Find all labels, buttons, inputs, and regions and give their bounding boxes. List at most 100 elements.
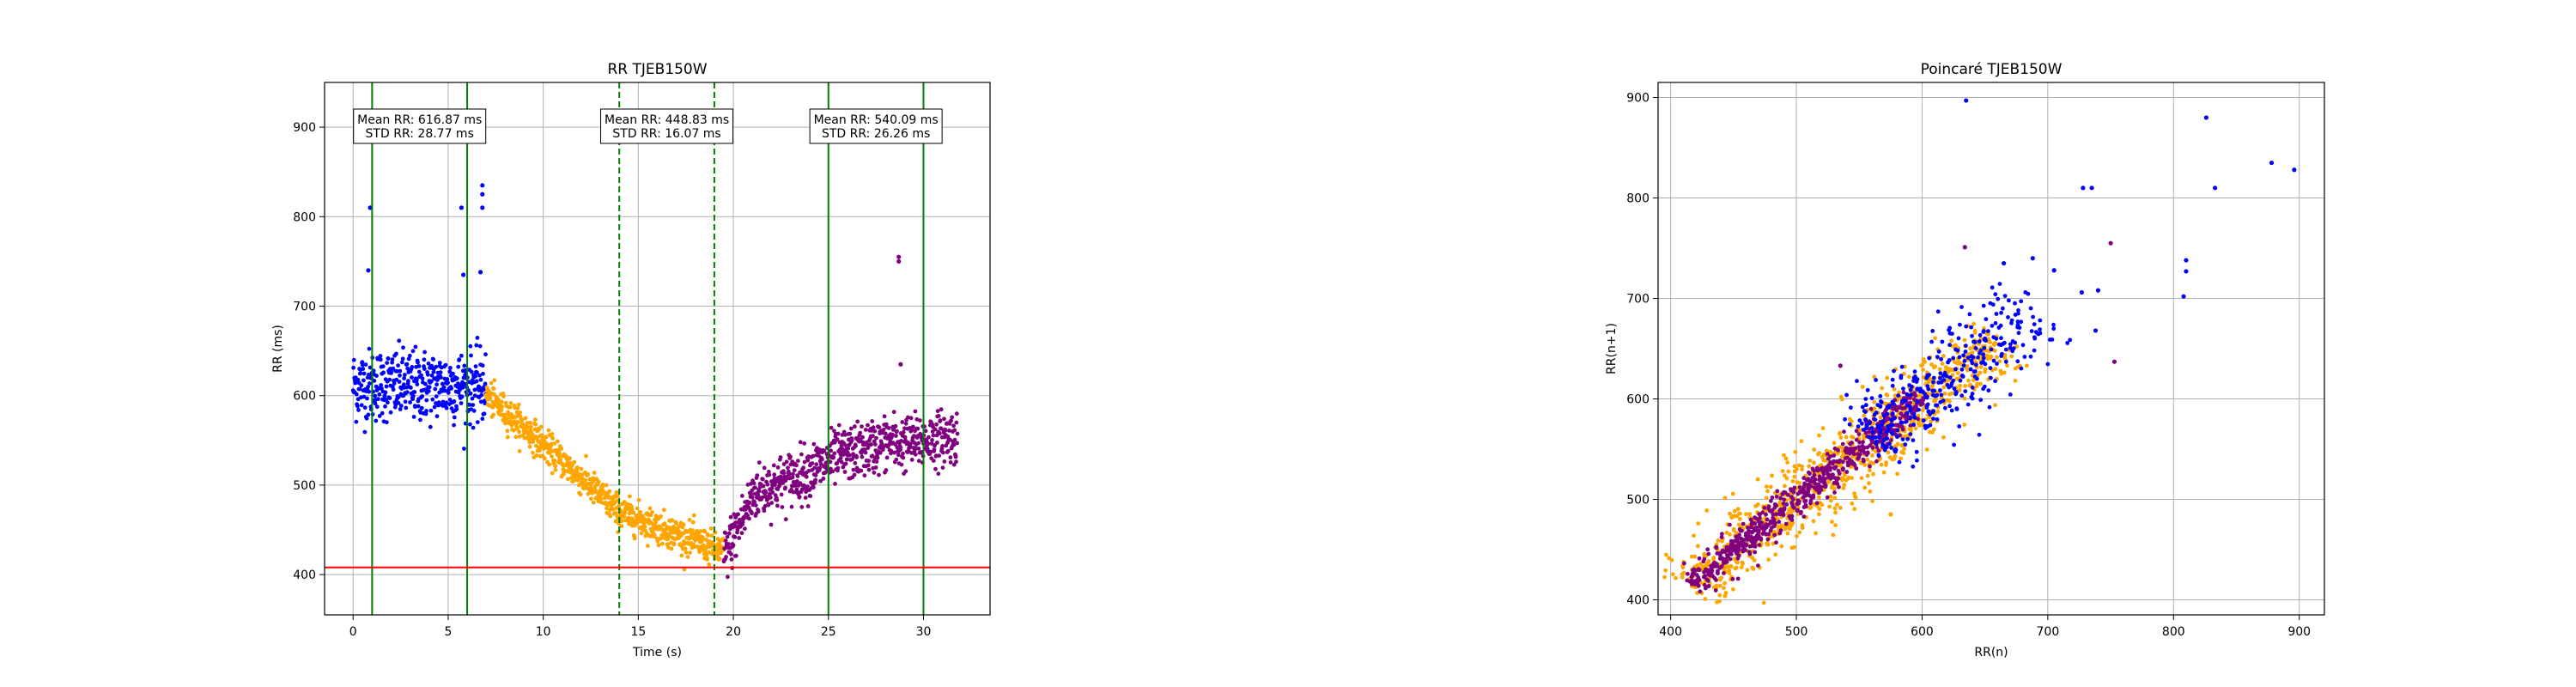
poincare-point: [1932, 388, 1937, 393]
poincare-chart-ticks: 400 500 600 700 800 900 400 500 600 700 800 900: [1626, 92, 2311, 639]
rr-point: [491, 412, 496, 417]
poincare-chart-x-tick-label: 600: [1911, 625, 1934, 639]
poincare-point: [1832, 481, 1837, 485]
poincare-point: [1953, 367, 1958, 372]
poincare-point: [1766, 557, 1771, 562]
rr-point: [849, 438, 854, 443]
poincare-point: [1698, 589, 1703, 594]
poincare-point: [1885, 404, 1890, 409]
poincare-point: [1715, 551, 1720, 556]
rr-point: [410, 349, 416, 354]
rr-point: [789, 504, 794, 509]
rr-point: [531, 450, 535, 455]
poincare-point: [1722, 581, 1728, 586]
rr-point: [931, 459, 936, 463]
poincare-point: [2014, 344, 2020, 349]
rr-point: [434, 364, 439, 369]
poincare-point: [1731, 587, 1735, 592]
poincare-point: [1795, 491, 1801, 496]
poincare-point: [2009, 318, 2014, 323]
rr-point: [729, 552, 733, 556]
poincare-point: [1991, 358, 1996, 363]
poincare-point: [1782, 497, 1787, 502]
rr-point: [942, 416, 946, 422]
rr-point: [811, 485, 816, 489]
poincare-point: [1787, 526, 1792, 531]
rr-point: [631, 510, 636, 515]
poincare-point: [1793, 449, 1798, 454]
rr-point: [472, 387, 477, 392]
poincare-point: [1837, 484, 1841, 489]
rr-point: [770, 490, 775, 495]
rr-point: [814, 462, 819, 467]
poincare-point: [1856, 454, 1862, 459]
rr-point: [361, 371, 367, 376]
poincare-point: [1974, 384, 1979, 388]
poincare-point: [1836, 447, 1840, 453]
rr-point: [511, 428, 516, 433]
poincare-point: [1730, 542, 1735, 547]
rr-point: [653, 520, 659, 525]
poincare-point: [1889, 446, 1894, 450]
poincare-point: [1999, 336, 2003, 341]
poincare-point: [1887, 441, 1892, 447]
rr-point: [607, 489, 612, 494]
rr-point: [492, 378, 497, 383]
poincare-point: [1857, 440, 1862, 445]
rr-point: [533, 422, 538, 427]
poincare-point: [1861, 440, 1866, 445]
poincare-point: [1828, 494, 1833, 499]
poincare-point: [1867, 435, 1872, 440]
rr-point: [459, 394, 465, 399]
poincare-point: [1865, 423, 1869, 428]
poincare-point: [1962, 423, 1967, 427]
poincare-point: [1871, 471, 1875, 477]
poincare-point: [1931, 416, 1935, 421]
rr-point: [596, 479, 601, 484]
rr-point: [403, 399, 408, 404]
rr-point: [938, 418, 943, 423]
rr-point: [471, 409, 477, 413]
poincare-point: [1987, 355, 1992, 360]
rr-point: [410, 393, 416, 398]
rr-point: [940, 444, 945, 448]
rr-outlier-point: [477, 270, 483, 275]
poincare-point: [1833, 510, 1838, 515]
rr-point: [660, 541, 665, 546]
rr-point: [806, 469, 811, 473]
rr-point: [459, 353, 464, 358]
rr-point: [666, 545, 671, 550]
rr-chart-data: [350, 183, 960, 580]
poincare-point: [1752, 536, 1757, 541]
poincare-point: [1801, 514, 1807, 519]
poincare-point: [2006, 315, 2010, 319]
rr-point: [376, 397, 380, 401]
rr-point: [750, 495, 755, 500]
poincare-point: [1978, 370, 1983, 375]
poincare-point: [1862, 409, 1867, 413]
poincare-point: [1870, 429, 1875, 435]
poincare-point: [1892, 428, 1897, 433]
poincare-point: [1719, 535, 1724, 539]
rr-point: [792, 468, 797, 472]
poincare-point: [1835, 459, 1840, 464]
rr-point: [517, 448, 522, 453]
poincare-point: [1947, 375, 1953, 380]
rr-point: [811, 441, 817, 447]
rr-point: [795, 474, 800, 478]
rr-point: [835, 431, 841, 436]
rr-point: [622, 514, 627, 519]
poincare-point: [1740, 560, 1745, 565]
rr-point: [553, 464, 558, 469]
rr-point: [822, 448, 827, 453]
poincare-point: [1764, 495, 1769, 501]
rr-point: [899, 462, 904, 467]
rr-point: [475, 420, 480, 424]
rr-point: [679, 553, 684, 558]
poincare-point: [1730, 491, 1735, 496]
poincare-point: [1959, 305, 1964, 309]
rr-point: [437, 361, 442, 365]
rr-point: [950, 415, 955, 420]
rr-point: [474, 343, 479, 348]
